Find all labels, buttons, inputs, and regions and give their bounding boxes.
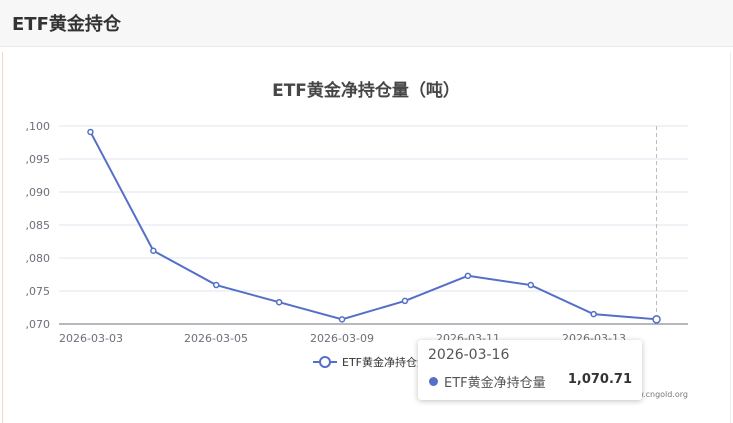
tooltip-series-name: ETF黄金净持仓量 — [444, 376, 546, 391]
page-title: ETF黄金持仓 — [12, 14, 121, 35]
y-tick-label: ,070 — [26, 318, 51, 331]
data-point[interactable] — [401, 297, 409, 305]
y-tick-label: ,090 — [26, 186, 51, 199]
legend[interactable]: ETF黄金净持仓量 — [313, 355, 428, 369]
data-point[interactable] — [150, 247, 157, 254]
data-point[interactable] — [275, 298, 283, 306]
tooltip-value: 1,070.71 — [567, 372, 632, 387]
data-point[interactable] — [213, 281, 220, 289]
legend-marker-icon — [319, 356, 331, 368]
grid-lines — [59, 125, 688, 325]
chart-title: ETF黄金净持仓量（吨） — [272, 80, 460, 101]
data-point[interactable] — [87, 128, 94, 136]
source-label: www.cngold.org — [624, 390, 688, 399]
y-tick-label: ,100 — [26, 120, 51, 133]
chart-tooltip: 2026-03-16 ETF黄金净持仓量 1,070.71 — [418, 340, 642, 400]
legend-label: ETF黄金净持仓量 — [342, 355, 428, 369]
data-point[interactable] — [527, 281, 534, 289]
data-point[interactable] — [338, 316, 346, 323]
series-layer — [87, 128, 661, 324]
y-tick-label: ,080 — [26, 252, 51, 265]
x-tick-label: 2026-03-03 — [59, 332, 123, 345]
page-header: ETF黄金持仓 — [0, 0, 733, 47]
data-point[interactable] — [590, 310, 597, 318]
y-tick-label: ,075 — [26, 285, 51, 298]
series-line — [89, 131, 657, 321]
y-tick-label: ,085 — [26, 219, 51, 232]
x-tick-label: 2026-03-05 — [184, 332, 248, 345]
tooltip-series-dot-icon — [429, 377, 438, 386]
data-point[interactable] — [464, 272, 472, 280]
y-axis: ,100 ,095 ,090 ,085 ,080 ,075 ,070 — [26, 120, 51, 331]
data-point[interactable] — [652, 315, 661, 324]
x-tick-label: 2026-03-09 — [310, 332, 374, 345]
y-tick-label: ,095 — [26, 153, 51, 166]
tooltip-date: 2026-03-16 — [428, 347, 510, 363]
